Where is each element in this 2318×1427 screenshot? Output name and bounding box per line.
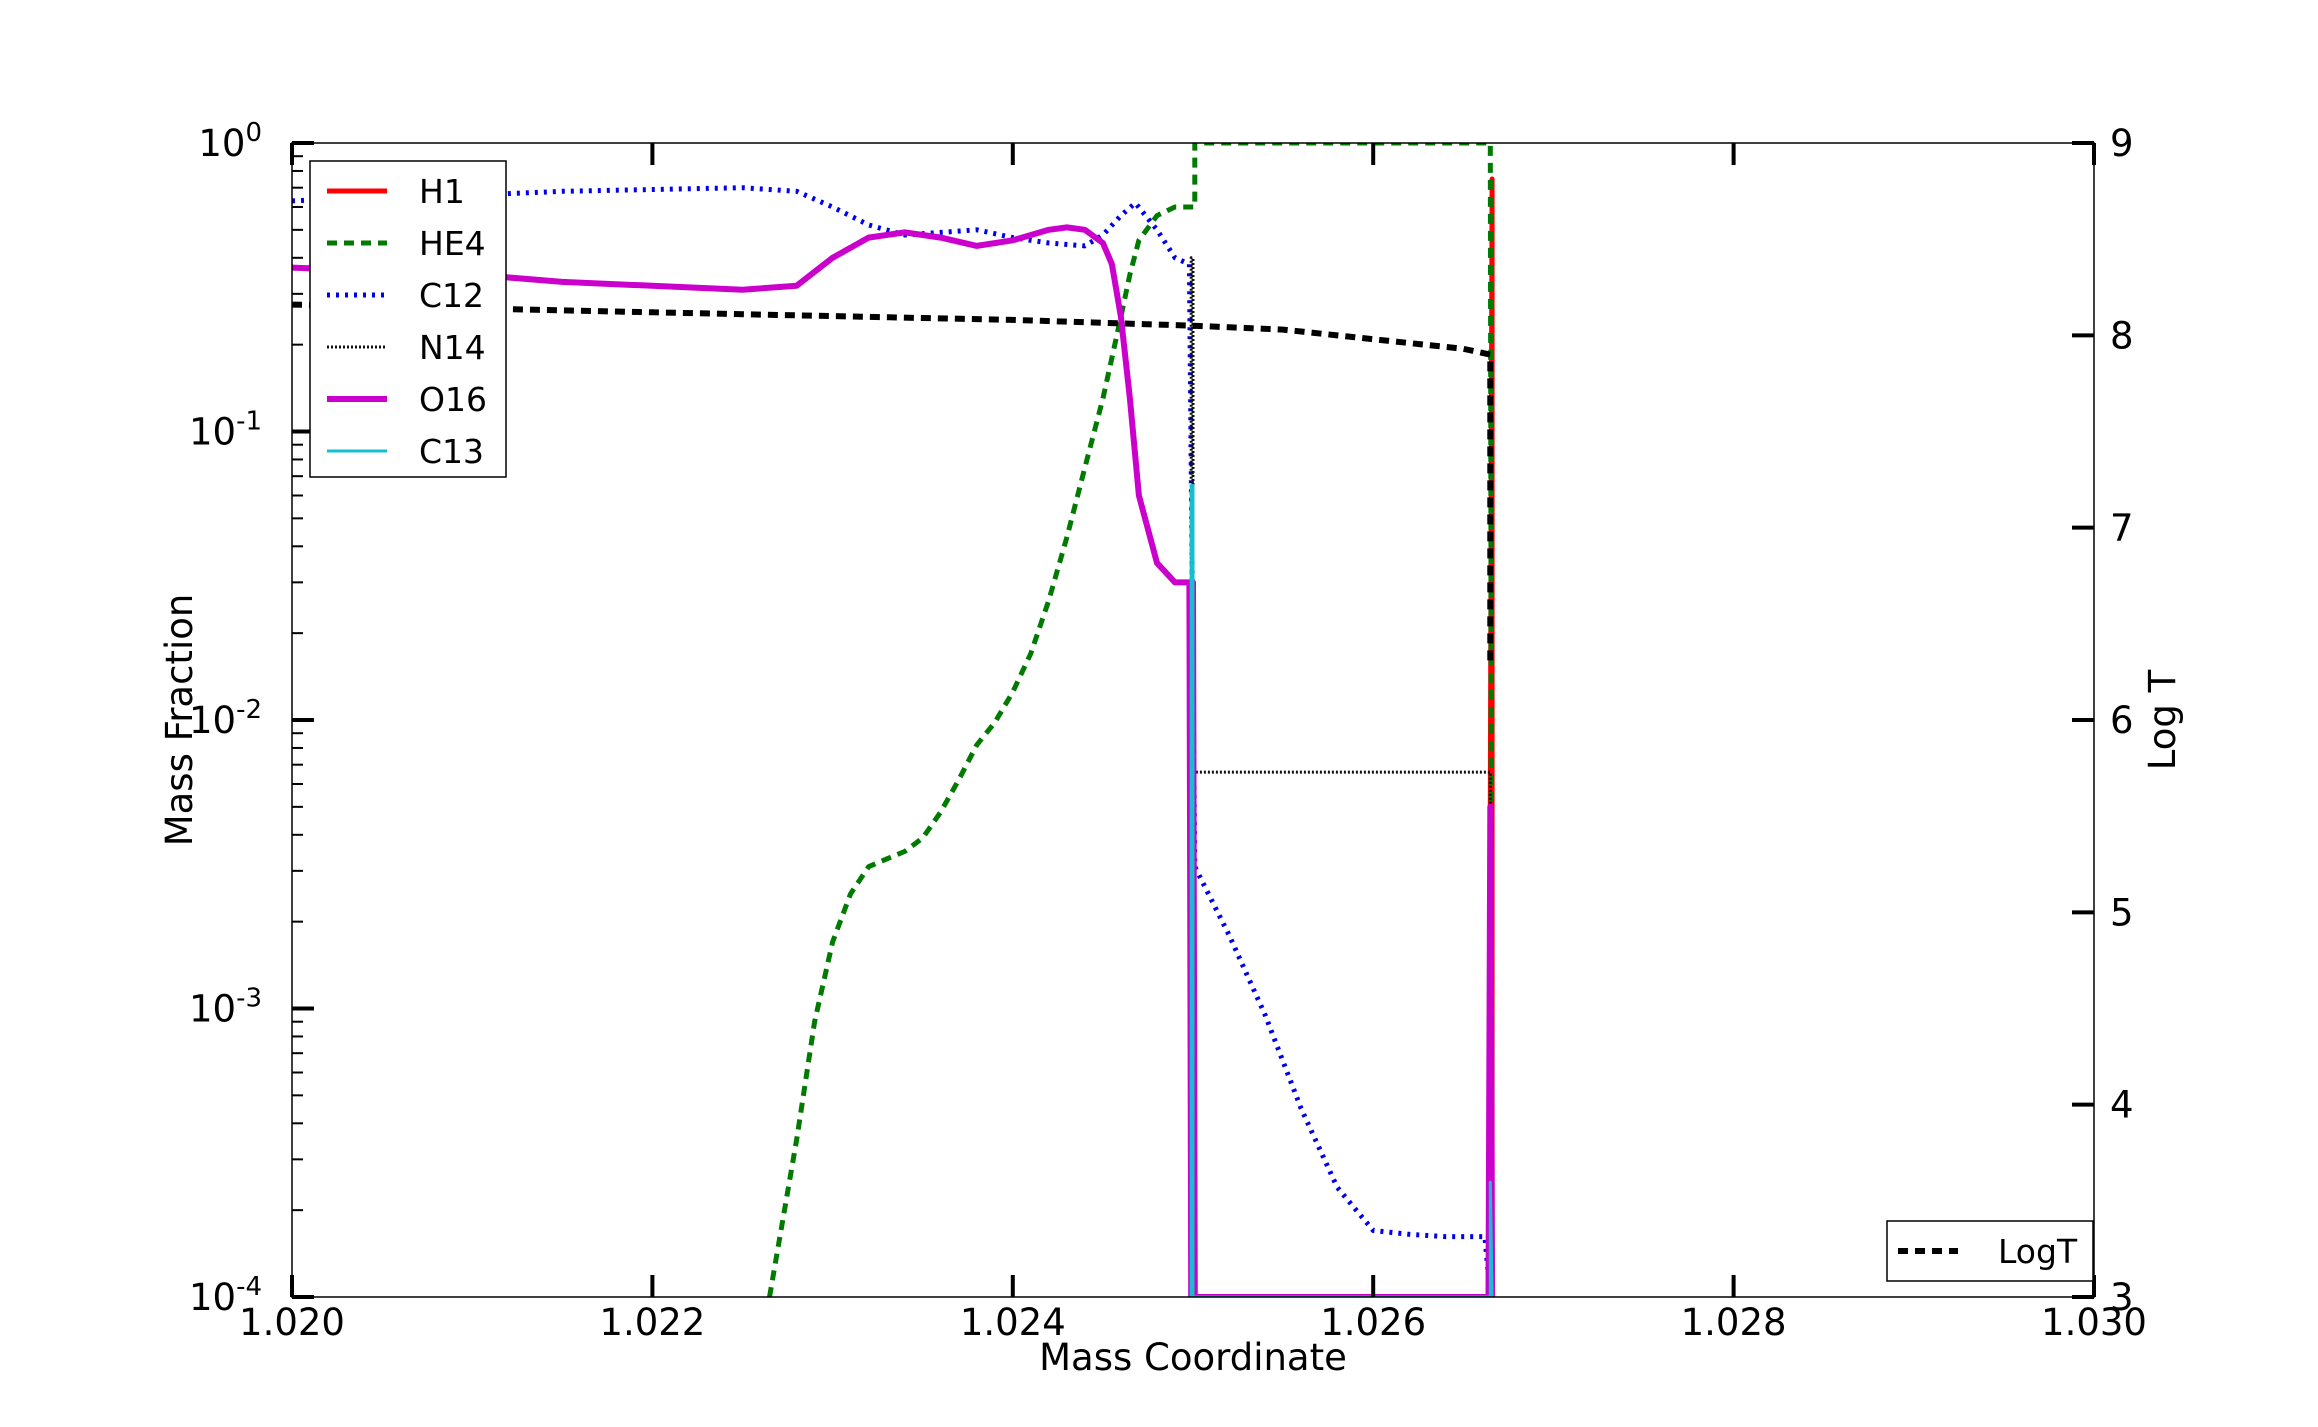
y-tick-label: 100	[198, 118, 262, 165]
series-line-c12	[292, 185, 1493, 1297]
series-line-n14	[1189, 256, 1492, 1297]
y-tick-label: 10-4	[189, 1272, 262, 1319]
legend-label-n14: N14	[419, 328, 486, 367]
y-tick-label: 10-3	[189, 984, 262, 1031]
legend-label-he4: HE4	[419, 224, 486, 263]
x-tick-label: 1.030	[2041, 1301, 2147, 1344]
x-tick-label: 1.020	[239, 1301, 345, 1344]
legend-label-h1: H1	[419, 172, 465, 211]
x-tick-label: 1.022	[599, 1301, 705, 1344]
series-line-logt	[292, 301, 1494, 663]
legend-label-o16: O16	[419, 380, 487, 419]
y2-tick-label: 7	[2110, 507, 2134, 550]
y2-tick-label: 9	[2110, 122, 2134, 165]
legend-left-frame	[309, 160, 507, 478]
y2-tick-label: 3	[2110, 1276, 2134, 1319]
series-layer	[292, 143, 1496, 1297]
legend-label-c12: C12	[419, 276, 484, 315]
y2-tick-label: 8	[2110, 314, 2134, 357]
legend-label-logt: LogT	[1998, 1232, 2078, 1271]
x-tick-label: 1.024	[960, 1301, 1066, 1344]
y-axis-label: Mass Fraction	[158, 594, 201, 847]
y2-axis-label: Log T	[2141, 669, 2184, 770]
y2-tick-label: 5	[2110, 891, 2134, 934]
series-line-c13	[1189, 484, 1494, 1297]
y-tick-label: 10-2	[189, 695, 262, 742]
y2-tick-label: 6	[2110, 699, 2134, 742]
y2-tick-label: 4	[2110, 1084, 2134, 1127]
y-tick-label: 10-1	[189, 407, 262, 454]
series-line-he4	[767, 143, 1495, 1297]
x-axis-label: Mass Coordinate	[1039, 1336, 1347, 1379]
legend-left: H1 HE4 C12 N14 O16 C13	[309, 160, 507, 478]
x-tick-label: 1.026	[1320, 1301, 1426, 1344]
legend-label-c13: C13	[419, 432, 484, 471]
legend-right: LogT	[1886, 1220, 2094, 1282]
ticks-layer: 1.020 1.022 1.024 1.026 1.028 1.030 10-4 10-3 10…	[189, 118, 2147, 1344]
x-tick-label: 1.028	[1681, 1301, 1787, 1344]
